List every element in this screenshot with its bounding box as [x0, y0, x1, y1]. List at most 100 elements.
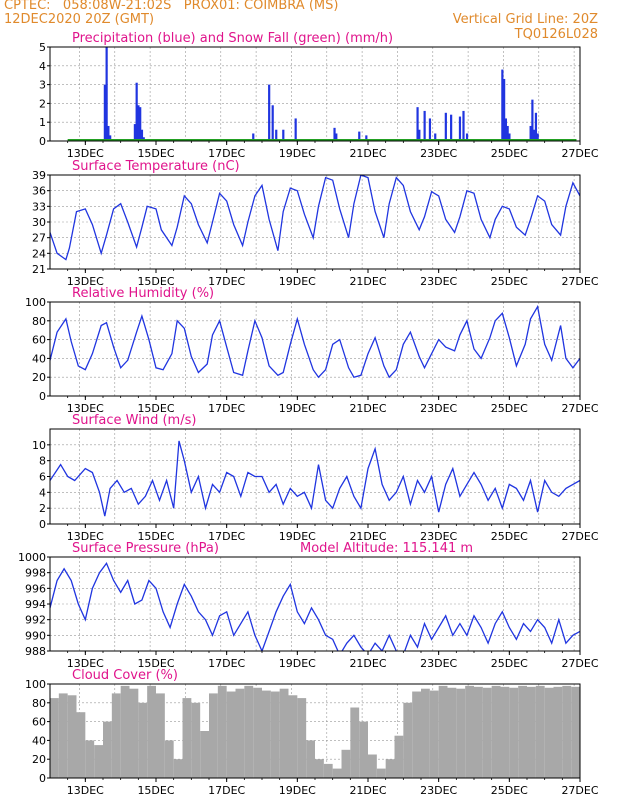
precip-bar: [450, 114, 453, 141]
precip-bar: [423, 110, 426, 141]
x-tick-label: 23DEC: [420, 275, 457, 288]
x-tick-label: 21DEC: [349, 402, 386, 415]
x-tick-label: 17DEC: [208, 275, 245, 288]
x-tick-label: 23DEC: [420, 784, 457, 797]
precip-bar: [508, 133, 511, 141]
x-tick-label: 13DEC: [67, 402, 104, 415]
precip-bar: [416, 107, 419, 141]
x-tick-label: 19DEC: [279, 402, 316, 415]
y-tick-label: 998: [25, 567, 46, 580]
y-tick-label: 0: [39, 390, 46, 403]
series-line: [50, 440, 580, 517]
cloud-bar: [226, 691, 236, 778]
cloud-bar: [553, 686, 563, 778]
x-tick-label: 27DEC: [561, 657, 598, 670]
y-tick-label: 20: [32, 753, 46, 766]
cloud-bar: [465, 685, 474, 778]
precip-bar: [133, 124, 136, 141]
y-tick-label: 6: [39, 471, 46, 484]
precip-bar: [271, 105, 274, 141]
x-tick-label: 13DEC: [67, 530, 104, 543]
x-tick-label: 17DEC: [208, 402, 245, 415]
panel-2: 0 20 40 60 80 100 13DEC 15DEC 17DEC 19DEC 21DEC 23D…: [25, 286, 599, 415]
x-tick-label: 25DEC: [491, 530, 528, 543]
precip-bar: [282, 129, 285, 141]
y-tick-label: 994: [25, 598, 46, 611]
precip-bar: [140, 129, 144, 141]
panel-0: 0 1 2 3 4 5 13DEC 15DEC 17DEC 19DEC 21DEC 23DEC 25DE…: [39, 31, 599, 160]
cloud-bar: [164, 740, 174, 778]
x-tick-label: 15DEC: [137, 275, 174, 288]
y-tick-label: 33: [32, 200, 46, 213]
x-tick-label: 25DEC: [491, 147, 528, 160]
y-tick-label: 100: [25, 678, 46, 691]
cloud-bar: [76, 712, 86, 778]
y-tick-label: 80: [32, 697, 46, 710]
cloud-bar: [500, 686, 510, 778]
y-tick-label: 3: [39, 79, 46, 92]
cloud-bar: [147, 685, 156, 778]
cloud-bar: [544, 687, 554, 778]
x-tick-label: 23DEC: [420, 147, 457, 160]
cloud-bar: [350, 707, 360, 778]
precip-bar: [105, 47, 108, 141]
y-tick-label: 2: [39, 502, 46, 515]
x-tick-label: 19DEC: [279, 147, 316, 160]
x-tick-label: 25DEC: [491, 657, 528, 670]
panel-title: Surface Pressure (hPa): [72, 541, 219, 556]
x-tick-label: 17DEC: [208, 530, 245, 543]
y-tick-label: 0: [39, 518, 46, 531]
precip-bar: [418, 129, 421, 141]
plot-frame: [49, 556, 581, 652]
x-tick-label: 15DEC: [137, 784, 174, 797]
x-tick-label: 25DEC: [491, 784, 528, 797]
cloud-bar: [394, 735, 404, 778]
y-tick-label: 60: [32, 716, 46, 729]
cloud-bar: [58, 693, 68, 778]
x-tick-label: 19DEC: [279, 657, 316, 670]
precip-bar: [434, 133, 437, 141]
cloud-bar: [85, 740, 95, 778]
cloud-bar: [297, 698, 307, 778]
panel-4: 988 990 992 994 996 998 1000 13DEC 15DEC 17DEC 19D…: [18, 541, 599, 670]
panel-title: Surface Wind (m/s): [72, 413, 196, 428]
x-tick-label: 15DEC: [137, 530, 174, 543]
cloud-bar: [482, 687, 492, 778]
cloud-bar: [447, 687, 457, 778]
cloud-bar: [491, 685, 501, 778]
x-tick-label: 23DEC: [420, 402, 457, 415]
y-tick-label: 0: [39, 135, 46, 148]
precip-bar: [444, 112, 447, 141]
cloud-bar: [217, 685, 227, 778]
x-tick-label: 19DEC: [279, 784, 316, 797]
y-tick-label: 27: [32, 232, 46, 245]
y-tick-label: 0: [39, 772, 46, 785]
cloud-bar: [509, 687, 519, 778]
panel-title: Surface Temperature (nC): [72, 159, 240, 174]
cloud-bar: [306, 740, 315, 778]
cloud-bar: [182, 698, 192, 778]
y-tick-label: 40: [32, 734, 46, 747]
y-tick-label: 5: [39, 41, 46, 54]
header-right-line2: Vertical Grid Line: 20Z: [452, 12, 598, 27]
panel-1: 21 24 27 30 33 36 39 13DEC 15DEC 17DEC 19DEC 21DEC 2…: [32, 159, 599, 288]
cloud-bar: [50, 698, 59, 778]
precip-bar: [458, 116, 462, 141]
x-tick-label: 27DEC: [561, 402, 598, 415]
x-tick-label: 21DEC: [349, 657, 386, 670]
precip-bar: [536, 133, 539, 141]
precip-bar: [252, 133, 255, 141]
cloud-bar: [456, 688, 466, 778]
y-tick-label: 60: [32, 334, 46, 347]
precip-bar: [109, 135, 112, 141]
x-tick-label: 13DEC: [67, 275, 104, 288]
plot-frame: [49, 301, 581, 397]
precip-bar: [506, 125, 509, 141]
precip-bar: [137, 105, 140, 141]
cloud-bar: [138, 702, 148, 778]
panel-title: Relative Humidity (%): [72, 286, 214, 301]
cloud-bar: [253, 687, 262, 778]
cloud-bar: [412, 691, 421, 778]
y-tick-label: 992: [25, 614, 46, 627]
